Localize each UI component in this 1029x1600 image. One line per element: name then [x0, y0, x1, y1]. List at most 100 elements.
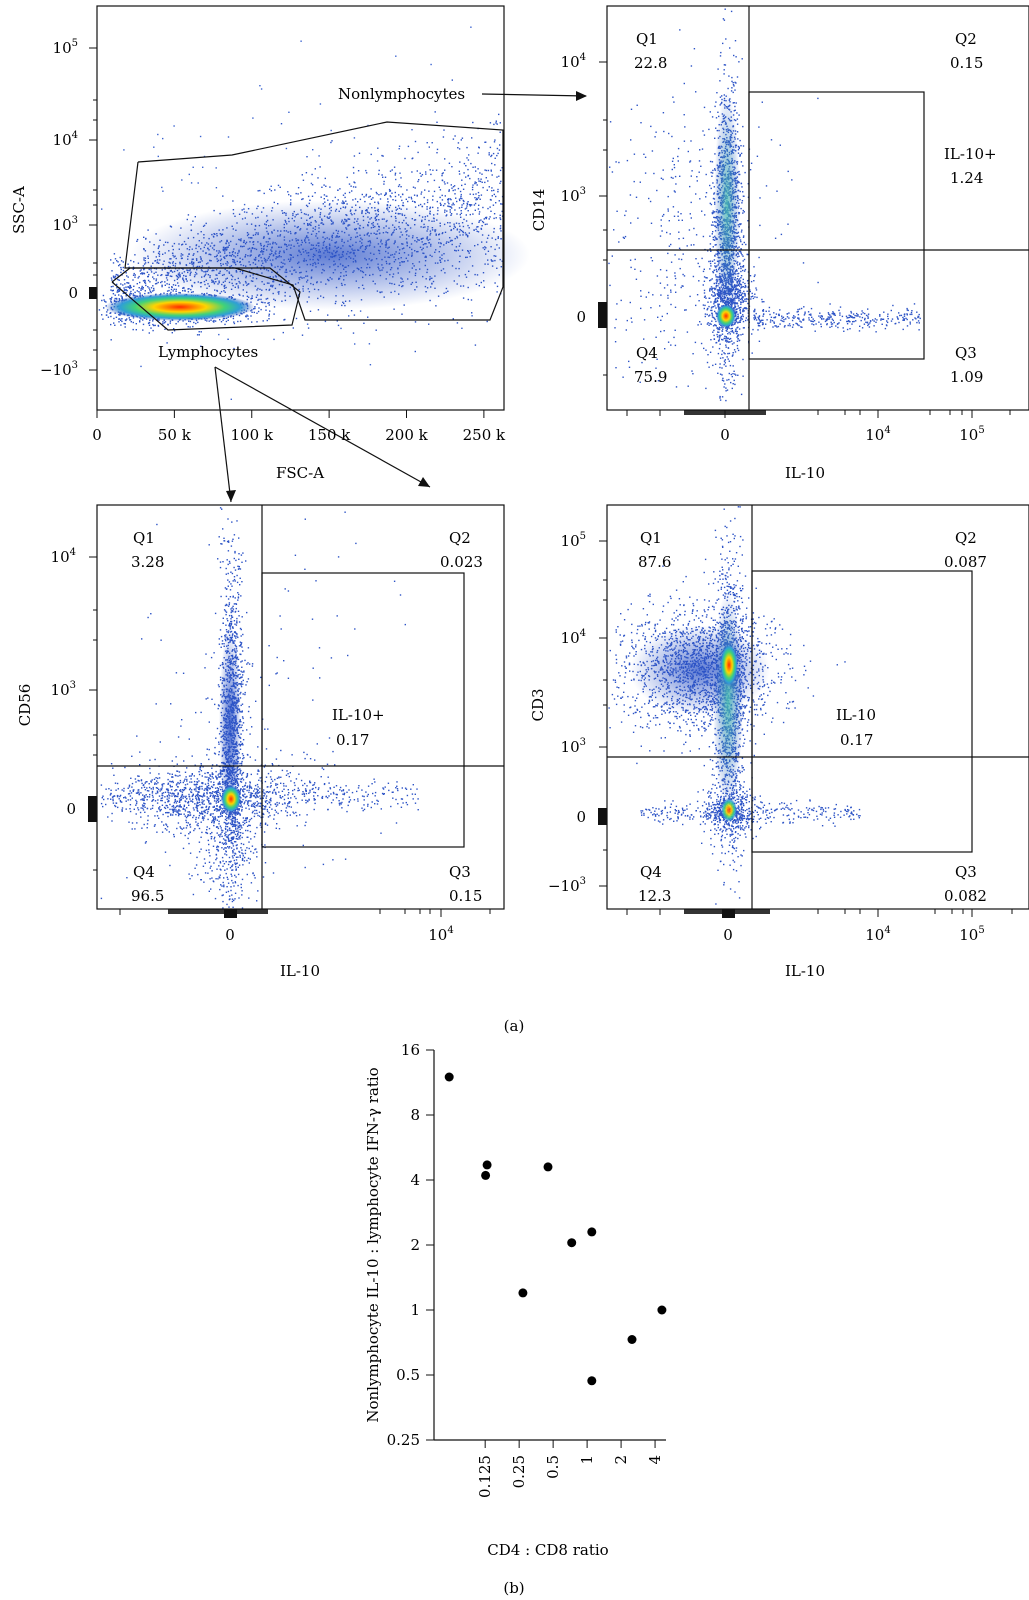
cd14-event — [744, 268, 747, 271]
cd14-event — [742, 236, 745, 238]
gating-event — [446, 182, 449, 184]
cd14-event — [740, 223, 742, 225]
cd14-event — [722, 18, 725, 20]
cd14-event — [721, 330, 724, 332]
gating-event — [448, 202, 450, 205]
nonlymphocytes-label: Nonlymphocytes — [338, 85, 465, 103]
gating-xlabel: FSC-A — [276, 464, 324, 482]
gating-event — [395, 178, 397, 181]
cd14-event — [737, 297, 739, 299]
gating-event — [483, 218, 485, 220]
gating-event — [214, 320, 217, 322]
gating-event — [353, 155, 356, 157]
gating-event — [433, 190, 436, 193]
gating-plot-density-band — [130, 200, 530, 310]
gating-event — [202, 166, 204, 168]
gating-event — [460, 212, 463, 214]
cd14-event — [734, 351, 737, 353]
gating-event — [448, 162, 451, 164]
cd14-event — [740, 145, 742, 147]
gating-event — [128, 286, 130, 289]
gating-event — [295, 192, 297, 195]
gating-event — [465, 176, 467, 178]
gating-event — [118, 294, 120, 296]
gating-event — [344, 196, 346, 199]
cd14-event — [733, 54, 735, 57]
cd14-event — [711, 172, 714, 174]
gating-event — [230, 398, 232, 400]
cd14-event — [733, 349, 736, 351]
cd14-event — [739, 290, 742, 292]
gating-event — [342, 194, 345, 196]
cd14-event — [709, 160, 712, 163]
gating-event — [495, 120, 497, 122]
cd14-event — [726, 341, 728, 343]
gating-event — [465, 207, 468, 209]
gating-event — [436, 121, 438, 123]
gating-event — [472, 184, 474, 186]
gating-event — [172, 290, 174, 292]
lymphocytes-arrowhead-cd56 — [226, 490, 236, 502]
cd14-event — [719, 373, 722, 375]
gating-event — [219, 319, 221, 321]
gating-event — [157, 155, 159, 158]
gating-event — [132, 294, 135, 297]
gating-event — [490, 170, 492, 172]
gating-event — [497, 188, 499, 191]
gating-event — [145, 284, 147, 287]
gating-event — [493, 189, 495, 192]
cd14-event — [722, 339, 724, 341]
gating-event — [337, 189, 339, 191]
gating-event — [352, 166, 355, 169]
gating-event — [426, 199, 429, 201]
cd14-event — [736, 112, 738, 114]
gating-event — [464, 208, 467, 210]
gating-event — [451, 207, 453, 209]
gating-event — [144, 282, 147, 284]
gating-event — [123, 289, 125, 292]
gating-event — [344, 192, 346, 195]
gating-event — [334, 196, 336, 199]
gating-event — [115, 297, 118, 300]
gating-event — [474, 344, 477, 346]
gating-event — [199, 135, 202, 138]
gating-event — [259, 189, 261, 192]
cd14-event — [730, 90, 733, 92]
gating-event — [188, 320, 190, 322]
cd14-event — [719, 343, 721, 345]
gating-event — [148, 322, 150, 324]
gating-event — [210, 319, 212, 321]
gating-event — [232, 317, 235, 320]
cd14-event — [712, 271, 714, 273]
cd14-event — [739, 154, 741, 156]
lymphocytes-arrow-cd3 — [214, 366, 431, 488]
cd14-event — [734, 40, 737, 42]
cd14-event — [709, 248, 711, 250]
gating-event — [142, 323, 145, 326]
gating-event — [133, 285, 135, 287]
gating-event — [481, 173, 483, 175]
gating-event — [127, 286, 129, 288]
gating-event — [309, 310, 312, 312]
gating-event — [370, 198, 373, 200]
cd14-event — [733, 379, 735, 382]
gating-event — [132, 289, 134, 291]
cd14-event — [729, 337, 732, 340]
cd14-event — [721, 396, 724, 398]
gating-event — [348, 191, 351, 194]
gating-event — [152, 285, 154, 287]
gating-event — [120, 271, 122, 274]
cd14-event — [712, 210, 714, 212]
cd14-event — [724, 353, 726, 355]
gating-event — [282, 331, 284, 334]
gating-event — [232, 200, 234, 202]
gating-event — [102, 294, 105, 297]
gating-event — [425, 173, 427, 175]
gating-event — [148, 287, 150, 289]
cd14-event — [716, 289, 719, 291]
gating-event — [418, 179, 420, 181]
gating-event — [466, 202, 468, 205]
gating-event — [302, 198, 304, 200]
gating-event — [491, 154, 493, 157]
gating-event — [325, 195, 327, 197]
